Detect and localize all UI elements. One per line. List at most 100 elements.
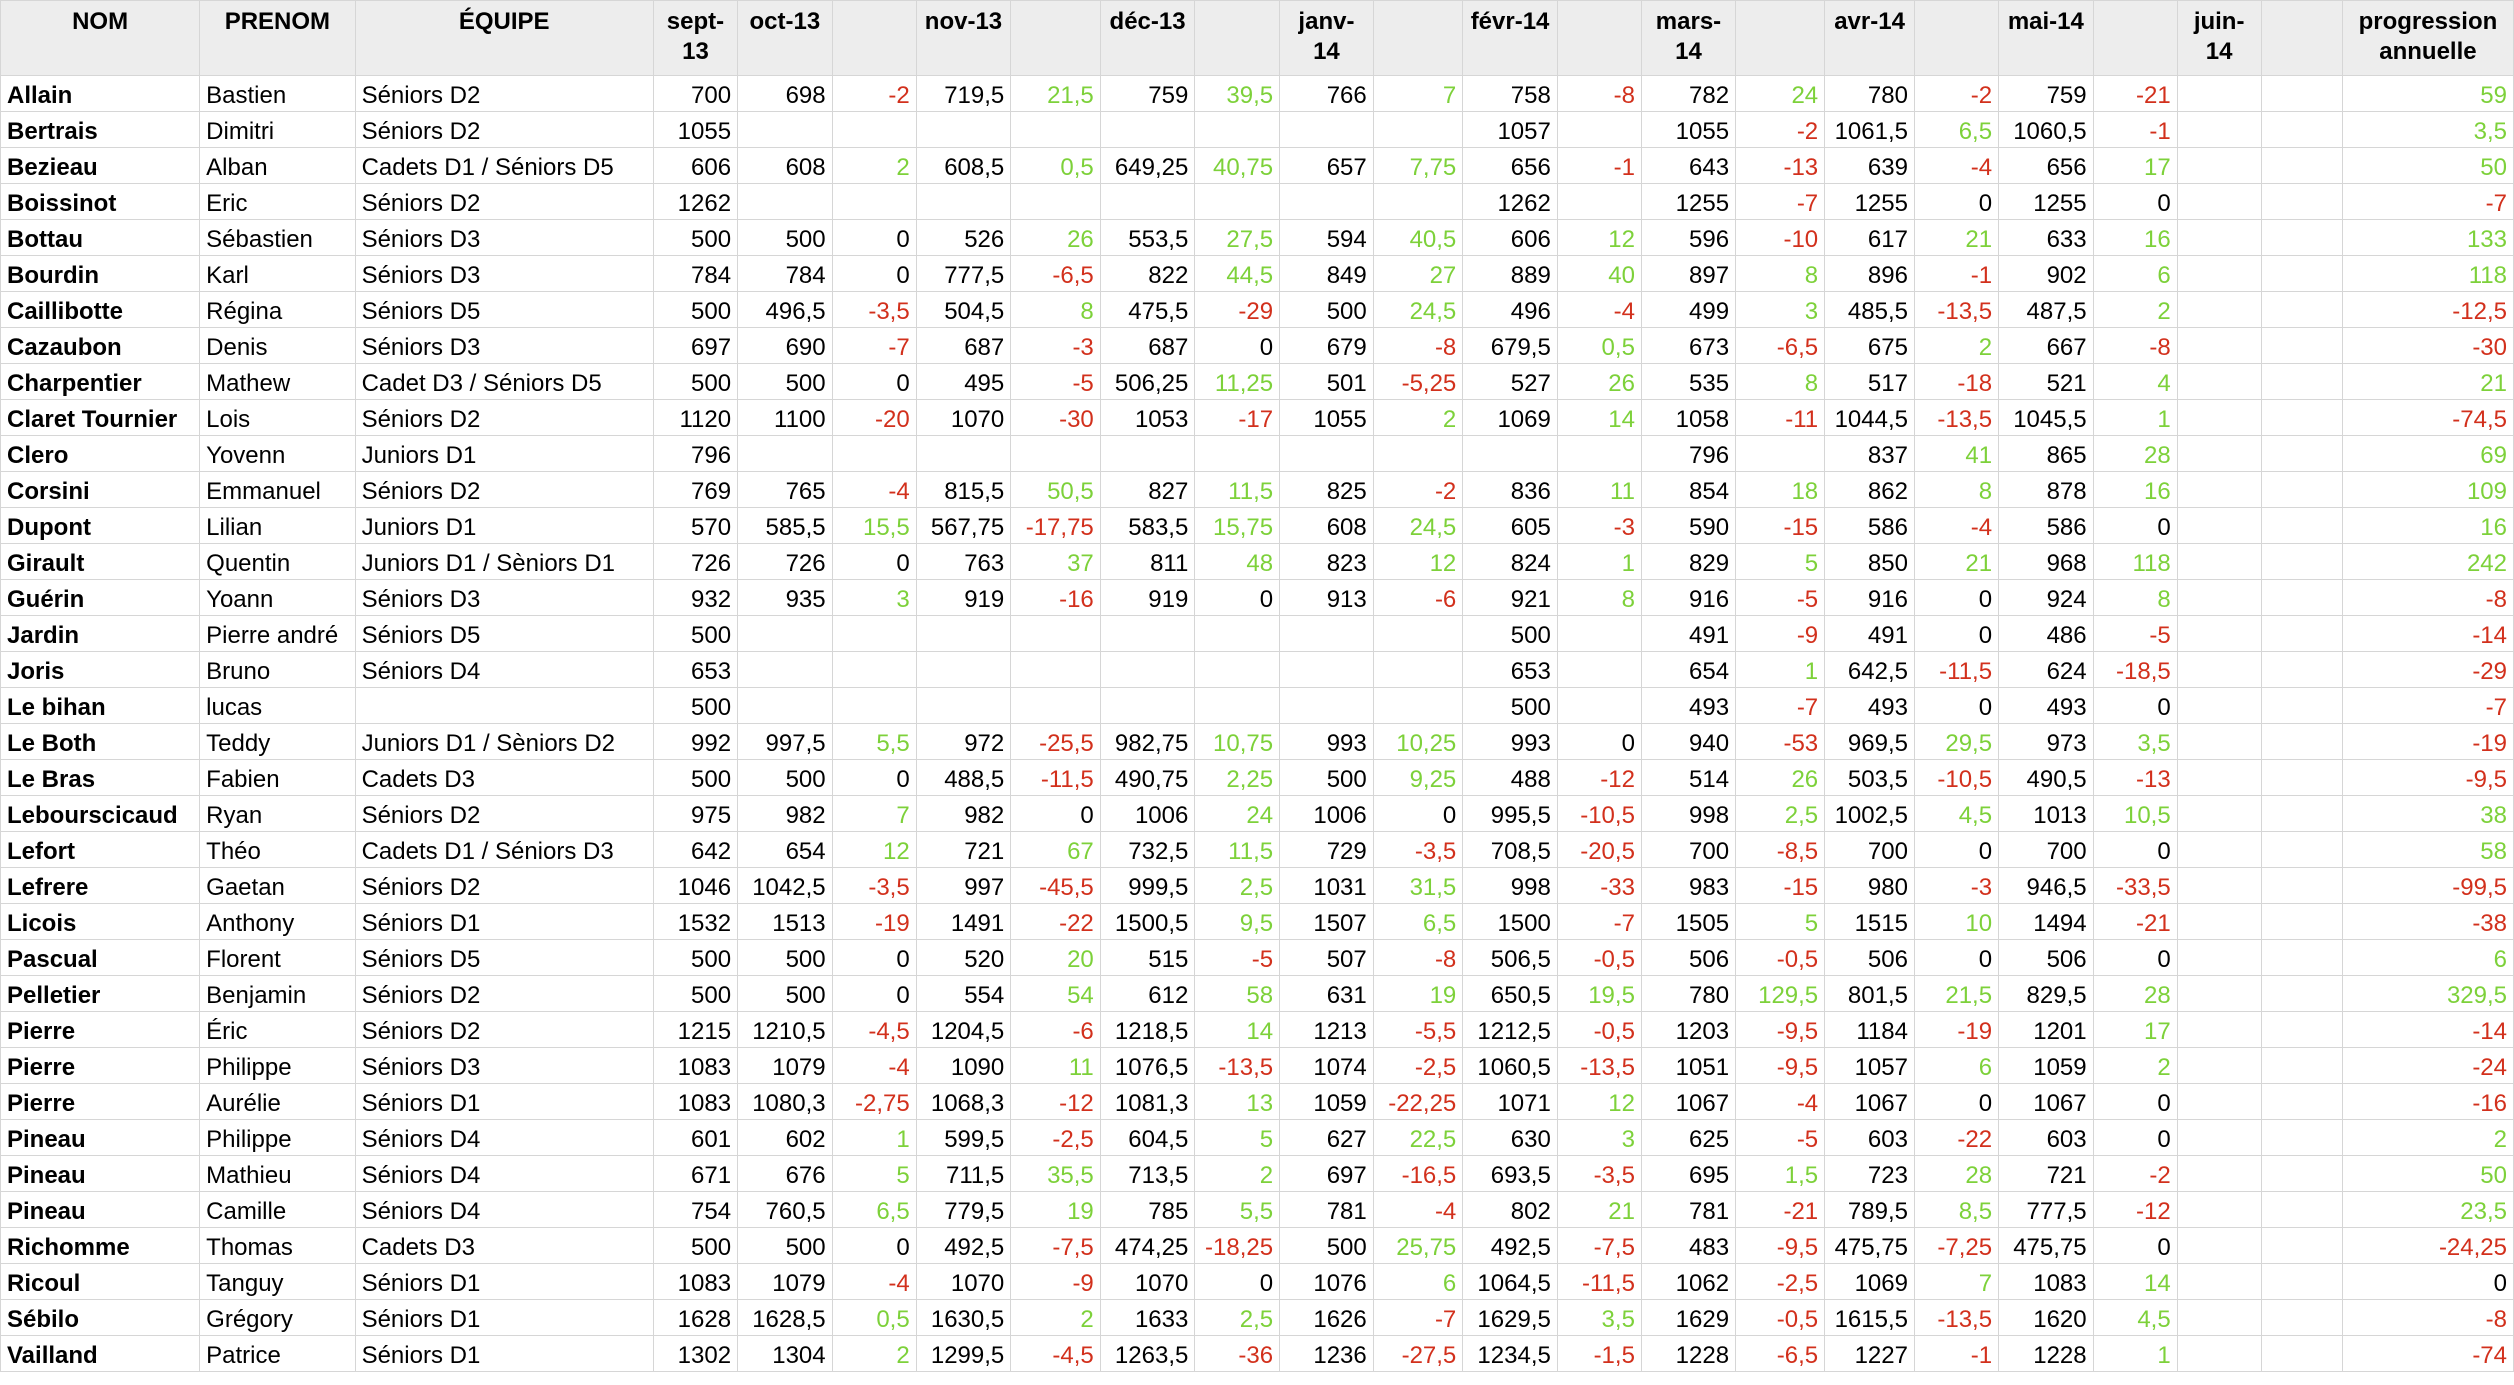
cell-points[interactable]: 1079 <box>737 1263 833 1300</box>
cell-points[interactable]: 1013 <box>1998 795 2094 832</box>
cell-points[interactable] <box>2176 615 2262 652</box>
cell-delta[interactable] <box>831 435 917 472</box>
cell-points[interactable]: 1629,5 <box>1462 1299 1558 1336</box>
cell-points[interactable]: 975 <box>652 795 739 832</box>
cell-points[interactable]: 500 <box>737 759 833 796</box>
cell-points[interactable]: 780 <box>1640 975 1737 1012</box>
cell-points[interactable]: 1633 <box>1099 1299 1196 1336</box>
cell-points[interactable] <box>915 111 1012 148</box>
cell-points[interactable]: 687 <box>1099 327 1196 364</box>
cell-prenom[interactable]: Patrice <box>199 1335 356 1372</box>
cell-delta[interactable]: -9,5 <box>1735 1227 1826 1264</box>
cell-nom[interactable]: Boissinot <box>0 183 201 220</box>
cell-delta[interactable]: 14 <box>1194 1011 1281 1048</box>
cell-delta[interactable] <box>2260 327 2343 364</box>
cell-delta[interactable]: -16 <box>1010 579 1101 616</box>
cell-delta[interactable]: 2 <box>831 147 917 184</box>
cell-delta[interactable]: -11,5 <box>1010 759 1101 796</box>
cell-progression[interactable]: 38 <box>2341 795 2514 832</box>
cell-delta[interactable] <box>2260 399 2343 436</box>
cell-delta[interactable]: -5,25 <box>1372 363 1464 400</box>
cell-points[interactable]: 596 <box>1640 219 1737 256</box>
cell-points[interactable]: 1215 <box>652 1011 739 1048</box>
cell-delta[interactable]: 26 <box>1010 219 1101 256</box>
cell-delta[interactable]: 28 <box>2092 975 2178 1012</box>
column-header[interactable]: NOM <box>0 0 201 76</box>
cell-points[interactable] <box>1279 615 1374 652</box>
cell-delta[interactable]: -13,5 <box>1913 291 2000 328</box>
cell-prenom[interactable]: Dimitri <box>199 111 356 148</box>
cell-delta[interactable]: -4 <box>1735 1083 1826 1120</box>
cell-points[interactable]: 1061,5 <box>1824 111 1915 148</box>
cell-progression[interactable]: -16 <box>2341 1083 2514 1120</box>
cell-points[interactable]: 982 <box>737 795 833 832</box>
cell-delta[interactable]: -22 <box>1913 1119 2000 1156</box>
cell-points[interactable]: 515 <box>1099 939 1196 976</box>
cell-delta[interactable]: 11 <box>1556 471 1642 508</box>
cell-delta[interactable]: 24,5 <box>1372 507 1464 544</box>
cell-delta[interactable]: -2,5 <box>1372 1047 1464 1084</box>
cell-points[interactable]: 1120 <box>652 399 739 436</box>
cell-delta[interactable]: -0,5 <box>1556 939 1642 976</box>
cell-points[interactable]: 777,5 <box>915 255 1012 292</box>
cell-delta[interactable]: 3 <box>1735 291 1826 328</box>
cell-points[interactable]: 784 <box>652 255 739 292</box>
cell-points[interactable] <box>2176 939 2262 976</box>
cell-points[interactable]: 1513 <box>737 903 833 940</box>
cell-delta[interactable] <box>2260 939 2343 976</box>
cell-delta[interactable]: 10,5 <box>2092 795 2178 832</box>
cell-points[interactable]: 586 <box>1824 507 1915 544</box>
cell-delta[interactable]: -15 <box>1735 507 1826 544</box>
cell-points[interactable]: 500 <box>737 1227 833 1264</box>
cell-points[interactable]: 1515 <box>1824 903 1915 940</box>
cell-points[interactable]: 603 <box>1998 1119 2094 1156</box>
cell-points[interactable]: 1074 <box>1279 1047 1374 1084</box>
cell-delta[interactable]: 21 <box>1913 543 2000 580</box>
cell-points[interactable]: 1491 <box>915 903 1012 940</box>
cell-delta[interactable]: -6 <box>1372 579 1464 616</box>
cell-delta[interactable] <box>2260 75 2343 112</box>
cell-points[interactable]: 676 <box>737 1155 833 1192</box>
cell-points[interactable]: 824 <box>1462 543 1558 580</box>
cell-nom[interactable]: Bottau <box>0 219 201 256</box>
cell-points[interactable]: 700 <box>1998 831 2094 868</box>
cell-equipe[interactable]: Cadets D3 <box>354 1227 654 1264</box>
cell-points[interactable]: 1081,3 <box>1099 1083 1196 1120</box>
cell-points[interactable]: 982 <box>915 795 1012 832</box>
cell-delta[interactable]: -5 <box>1735 579 1826 616</box>
cell-points[interactable]: 998 <box>1462 867 1558 904</box>
cell-points[interactable]: 1062 <box>1640 1263 1737 1300</box>
cell-points[interactable]: 507 <box>1279 939 1374 976</box>
cell-delta[interactable]: 3 <box>831 579 917 616</box>
cell-delta[interactable]: 0 <box>2092 831 2178 868</box>
cell-delta[interactable] <box>1010 111 1101 148</box>
cell-delta[interactable]: -8 <box>1372 327 1464 364</box>
cell-points[interactable]: 483 <box>1640 1227 1737 1264</box>
cell-delta[interactable] <box>1372 651 1464 688</box>
cell-progression[interactable]: -12,5 <box>2341 291 2514 328</box>
cell-progression[interactable]: -7 <box>2341 687 2514 724</box>
cell-points[interactable]: 657 <box>1279 147 1374 184</box>
cell-points[interactable] <box>2176 1155 2262 1192</box>
cell-points[interactable]: 493 <box>1640 687 1737 724</box>
cell-points[interactable]: 594 <box>1279 219 1374 256</box>
cell-progression[interactable]: 3,5 <box>2341 111 2514 148</box>
cell-points[interactable]: 499 <box>1640 291 1737 328</box>
cell-delta[interactable]: 16 <box>2092 219 2178 256</box>
cell-points[interactable]: 837 <box>1824 435 1915 472</box>
cell-points[interactable]: 993 <box>1279 723 1374 760</box>
cell-nom[interactable]: Jardin <box>0 615 201 652</box>
cell-delta[interactable]: 11,5 <box>1194 831 1281 868</box>
cell-delta[interactable]: -45,5 <box>1010 867 1101 904</box>
cell-points[interactable]: 1064,5 <box>1462 1263 1558 1300</box>
cell-points[interactable] <box>2176 219 2262 256</box>
column-header[interactable] <box>2260 0 2343 76</box>
cell-nom[interactable]: Pascual <box>0 939 201 976</box>
cell-points[interactable]: 862 <box>1824 471 1915 508</box>
cell-points[interactable] <box>1462 435 1558 472</box>
cell-points[interactable]: 639 <box>1824 147 1915 184</box>
cell-nom[interactable]: Pineau <box>0 1119 201 1156</box>
cell-points[interactable]: 1500,5 <box>1099 903 1196 940</box>
column-header[interactable]: mai-14 <box>1998 0 2094 76</box>
cell-prenom[interactable]: Sébastien <box>199 219 356 256</box>
